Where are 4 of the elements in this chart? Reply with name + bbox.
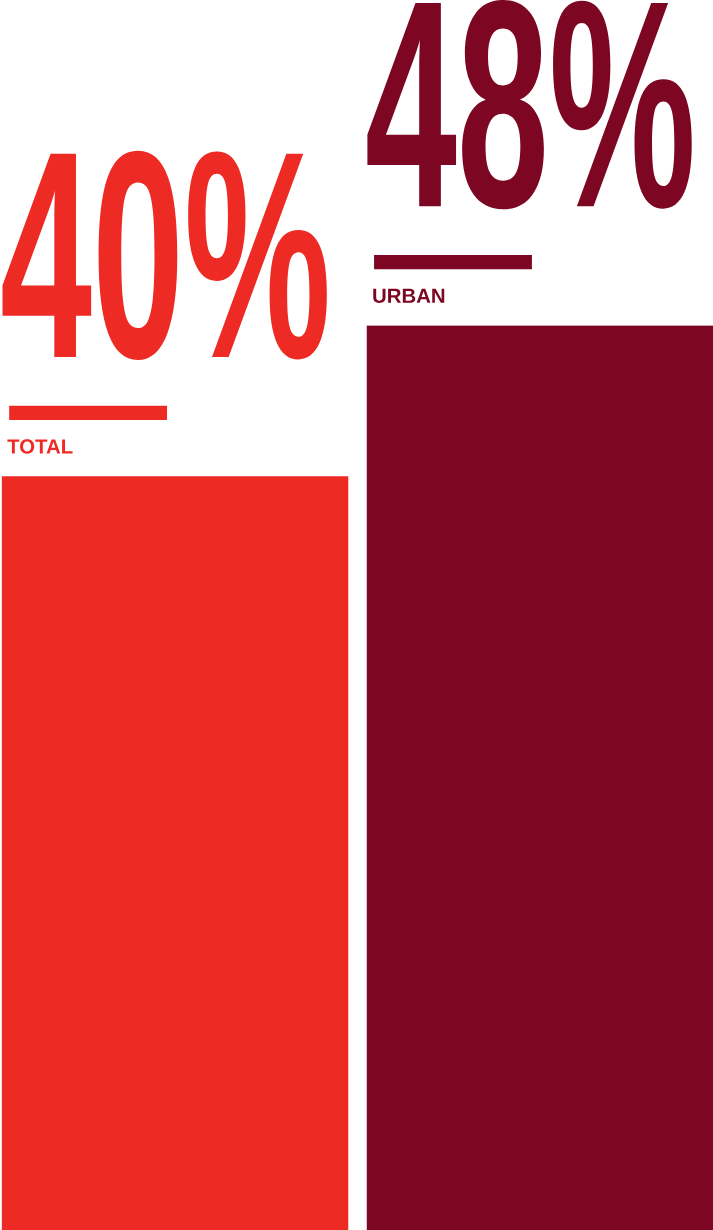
x-tick-label: TOTAL <box>7 439 73 454</box>
data-label: 40% <box>2 150 327 360</box>
data-label: 48% <box>367 0 692 210</box>
x-tick-label: URBAN <box>373 288 445 303</box>
